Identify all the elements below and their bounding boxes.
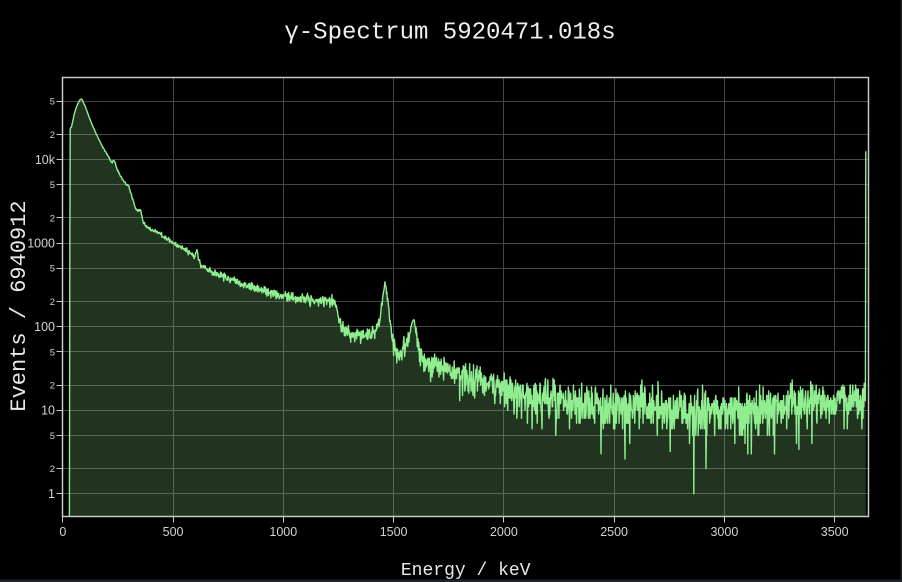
svg-text:2500: 2500	[600, 525, 628, 539]
svg-text:3000: 3000	[710, 525, 738, 539]
svg-text:10: 10	[41, 404, 55, 418]
svg-text:1500: 1500	[380, 525, 408, 539]
svg-text:2: 2	[50, 381, 55, 392]
svg-text:2000: 2000	[490, 525, 518, 539]
svg-text:1: 1	[48, 487, 55, 501]
svg-text:100: 100	[34, 320, 55, 334]
svg-text:5: 5	[50, 431, 55, 442]
svg-text:2: 2	[50, 464, 55, 475]
svg-text:2: 2	[50, 130, 55, 141]
svg-text:1000: 1000	[269, 525, 297, 539]
svg-text:0: 0	[59, 525, 66, 539]
svg-text:3500: 3500	[821, 525, 849, 539]
svg-text:5: 5	[50, 347, 55, 358]
svg-text:γ-Spectrum 5920471.018s: γ-Spectrum 5920471.018s	[284, 20, 615, 47]
svg-text:2: 2	[50, 213, 55, 224]
svg-text:10k: 10k	[35, 153, 56, 167]
svg-text:5: 5	[50, 264, 55, 275]
svg-text:500: 500	[163, 525, 184, 539]
svg-text:Energy / keV: Energy / keV	[401, 561, 531, 581]
svg-text:2: 2	[50, 297, 55, 308]
svg-text:5: 5	[50, 180, 55, 191]
svg-text:5: 5	[50, 97, 55, 108]
svg-text:1000: 1000	[27, 237, 55, 251]
svg-text:Events / 6940912: Events / 6940912	[7, 200, 32, 411]
